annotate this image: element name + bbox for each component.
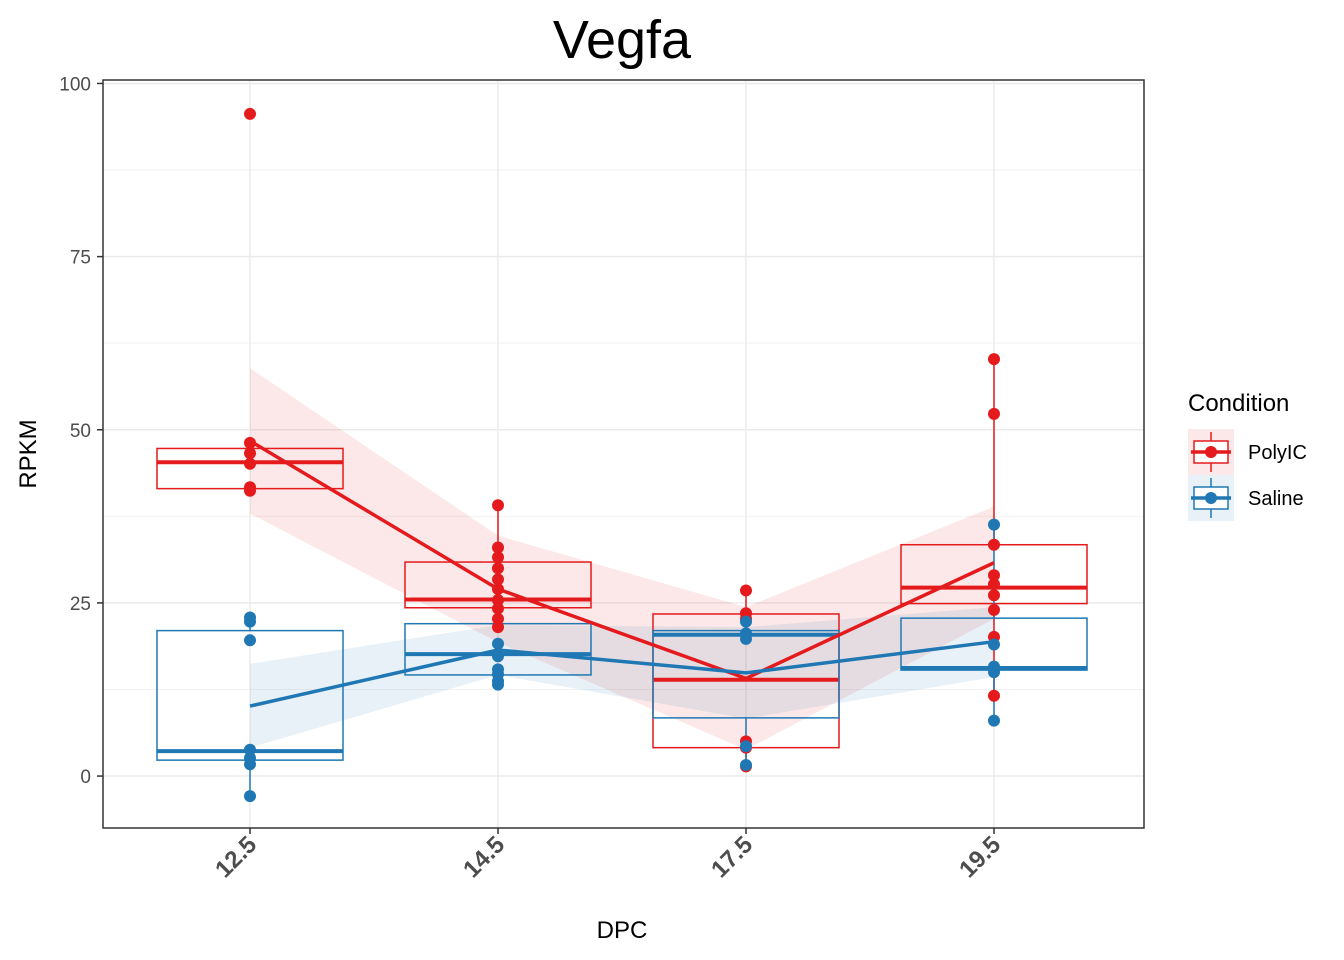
data-point-polyic [492,612,504,625]
points [244,107,1000,803]
legend-point-polyic [1205,446,1217,458]
y-tick-label: 100 [59,74,91,95]
data-point-saline [244,743,256,756]
data-point-saline [244,790,256,803]
data-point-polyic [492,573,504,586]
plot-border [102,79,1145,829]
data-point-polyic [988,538,1000,551]
y-tick-label: 75 [70,248,91,269]
y-axis-title: RPKM [15,419,42,488]
data-point-polyic [492,583,504,596]
plot-background [103,80,1144,828]
data-point-saline [244,615,256,628]
data-point-polyic [492,594,504,607]
confidence-ribbon-polyic [250,368,994,750]
trend-line-polyic [249,439,995,681]
data-point-polyic [988,689,1000,702]
legend: Condition PolyIC Saline [1188,390,1307,521]
data-point-polyic [244,107,256,120]
data-point-polyic [988,603,1000,616]
x-tick-label: 19.5 [954,831,1006,883]
data-point-polyic [988,578,1000,591]
chart-title: Vegfa [553,10,692,70]
y-tick-label: 50 [70,421,91,442]
data-point-polyic [244,484,256,497]
data-point-polyic [492,562,504,575]
data-point-polyic [244,457,256,470]
data-point-saline [740,740,752,753]
x-axis: 12.5 14.5 17.5 19.5 [210,828,1006,883]
data-point-polyic [988,569,1000,582]
data-point-polyic [740,584,752,597]
data-point-polyic [492,602,504,615]
trend-lines [249,439,995,708]
data-point-polyic [988,353,1000,366]
data-point-saline [988,666,1000,679]
y-tick-label: 0 [80,767,91,788]
confidence-ribbon-saline [250,607,994,748]
data-point-saline [492,637,504,650]
data-point-polyic [492,499,504,512]
data-point-polyic [492,541,504,554]
data-point-polyic [244,436,256,449]
data-point-polyic [988,589,1000,602]
legend-label-polyic: PolyIC [1248,442,1307,464]
data-point-saline [740,615,752,628]
data-point-saline [492,678,504,691]
x-tick-label: 14.5 [458,831,510,883]
data-point-saline [492,650,504,663]
data-point-saline [988,714,1000,727]
legend-point-saline [1205,492,1217,504]
data-point-saline [988,638,1000,651]
data-point-saline [740,632,752,645]
data-point-polyic [244,447,256,460]
data-point-saline [740,758,752,771]
y-tick-label: 25 [70,594,91,615]
data-point-saline [244,758,256,771]
data-point-polyic [492,551,504,564]
ribbons [250,368,994,750]
y-axis: 0 25 50 75 100 [59,74,103,788]
data-point-polyic [492,621,504,634]
x-axis-title: DPC [597,917,648,944]
data-point-saline [244,634,256,647]
x-tick-label: 17.5 [706,831,758,883]
legend-label-saline: Saline [1248,488,1304,510]
trend-line-saline [249,639,995,708]
data-point-saline [988,518,1000,531]
x-tick-label: 12.5 [210,831,262,883]
data-point-polyic [988,407,1000,420]
legend-title: Condition [1188,390,1289,417]
